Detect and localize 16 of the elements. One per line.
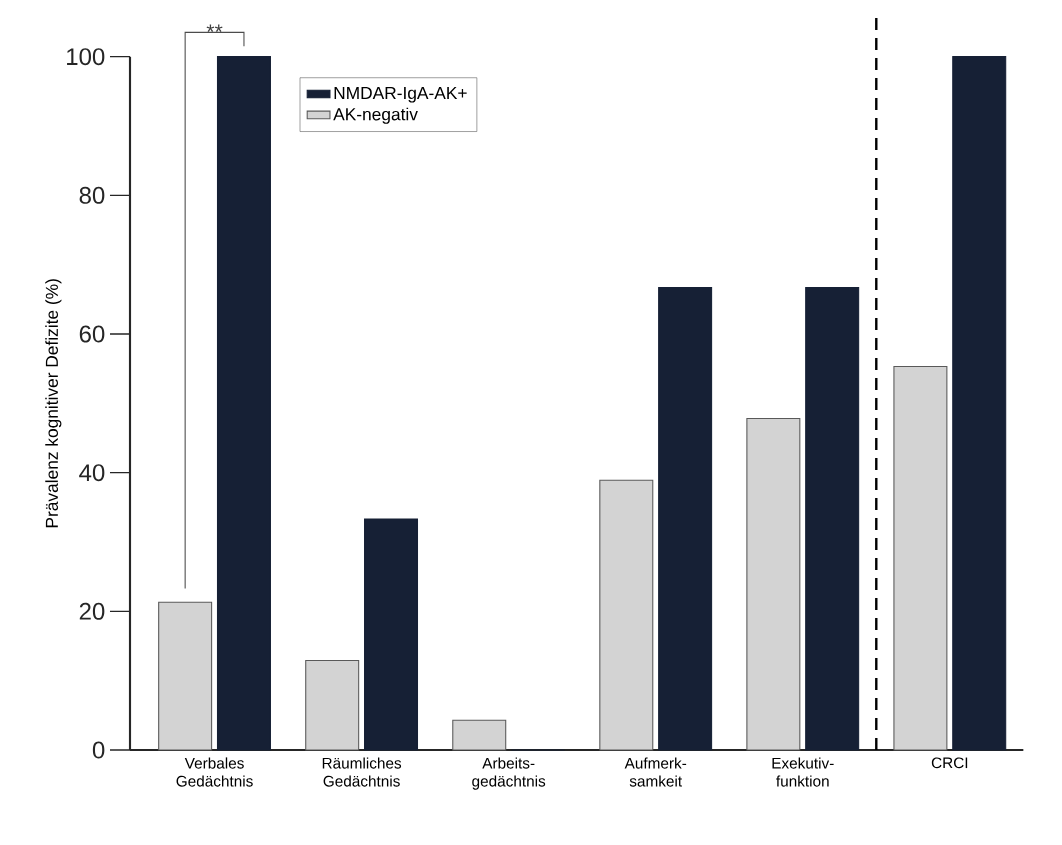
legend-label: AK-negativ: [333, 107, 418, 124]
y-axis-title: Prävalenz kognitiver Defizite (%): [45, 279, 62, 528]
y-tick-label: 40: [79, 464, 105, 482]
y-tick-label: 80: [79, 186, 105, 204]
legend-label: NMDAR-IgA-AK+: [334, 87, 467, 103]
y-tick-label: 20: [79, 602, 105, 620]
x-tick-label: Exekutiv-funktion: [772, 757, 834, 787]
y-tick-label: 0: [92, 741, 105, 759]
x-tick-label: Aufmerk-samkeit: [624, 757, 687, 787]
text: **: [206, 24, 223, 32]
x-tick-label: Räumliches Gedächtnis: [322, 757, 402, 787]
y-tick-label: 100: [67, 48, 105, 66]
x-tick-label: Arbeits-gedächtnis: [472, 757, 546, 790]
y-tick-label: 60: [79, 325, 105, 343]
x-tick-label: CRCI: [931, 757, 968, 769]
x-tick-label: Verbales Gedächtnis: [176, 757, 253, 787]
